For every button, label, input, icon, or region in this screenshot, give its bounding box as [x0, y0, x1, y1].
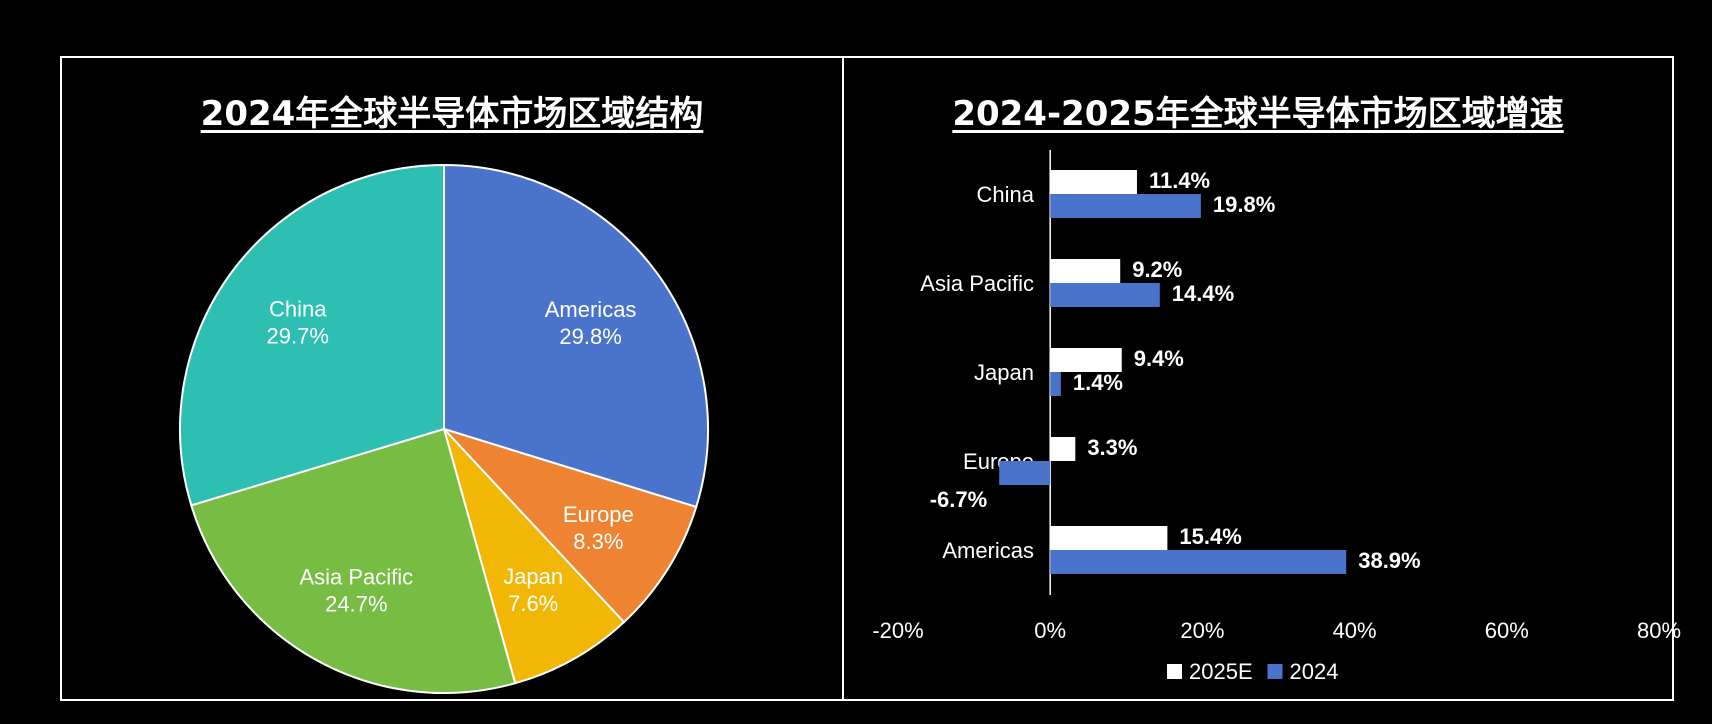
bar-chart-title: 2024-2025年全球半导体市场区域增速: [952, 94, 1564, 134]
bar-2024-japan: [1050, 372, 1061, 396]
bar-2024-europe: [999, 461, 1051, 485]
legend-label: 2025E: [1189, 659, 1253, 684]
bar-2025e-americas: [1050, 526, 1168, 550]
data-label: 1.4%: [1073, 370, 1123, 395]
data-label: -6.7%: [930, 487, 987, 512]
data-label: 19.8%: [1213, 192, 1275, 217]
pie-slice-value-label: 29.8%: [559, 324, 621, 349]
x-tick-label: 40%: [1333, 618, 1377, 643]
pie-slice-value-label: 29.7%: [267, 323, 329, 348]
pie-slice-label: Japan: [503, 564, 563, 589]
bar-chart-panel: 2024-2025年全球半导体市场区域增速 China 11.4% 19.8% Asi…: [842, 56, 1681, 701]
pie-slice-value-label: 7.6%: [508, 591, 558, 616]
data-label: 9.2%: [1132, 257, 1182, 282]
bar-2025e-china: [1050, 170, 1137, 194]
category-label: Americas: [942, 538, 1034, 563]
data-label: 38.9%: [1358, 548, 1420, 573]
pie-slice-europe: [440, 426, 698, 624]
bar-2025e-asia-pacific: [1050, 259, 1121, 283]
x-tick-label: 20%: [1180, 618, 1224, 643]
bar-chart: China 11.4%19.8% Asia Pacific 9.2%14.4% Japa…: [872, 150, 1681, 684]
pie-slice-americas: [443, 163, 709, 509]
x-tick-label: 0%: [1034, 618, 1066, 643]
bar-2024-asia-pacific: [1050, 283, 1160, 307]
pie-slice-label: Europe: [563, 502, 634, 527]
category-label: Japan: [974, 360, 1034, 385]
category-label: Asia Pacific: [920, 271, 1034, 296]
data-label: 9.4%: [1134, 346, 1184, 371]
data-label: 3.3%: [1087, 435, 1137, 460]
pie-slice-value-label: 24.7%: [325, 592, 387, 617]
pie-chart-panel: 2024年全球半导体市场区域结构 Americas 29.8% Europe 8.3%…: [60, 56, 844, 701]
legend-swatch: [1267, 664, 1283, 679]
pie-slice-china: [179, 163, 445, 507]
x-tick-label: 60%: [1485, 618, 1529, 643]
legend: 2025E 2024: [1167, 659, 1338, 684]
x-tick-label: 80%: [1637, 618, 1681, 643]
pie-slice-label: Asia Pacific: [299, 565, 413, 590]
pie-slice-asia-pacific: [190, 427, 517, 694]
legend-label: 2024: [1290, 659, 1339, 684]
legend-swatch: [1167, 664, 1182, 679]
category-label: China: [977, 182, 1035, 207]
x-tick-label: -20%: [872, 618, 923, 643]
data-label: 11.4%: [1149, 168, 1210, 193]
pie-slice-japan: [443, 428, 626, 685]
bar-2024-china: [1050, 194, 1201, 218]
pie-slice-label: Americas: [545, 297, 637, 322]
bar-2025e-japan: [1050, 348, 1122, 372]
pie-chart-title: 2024年全球半导体市场区域结构: [200, 94, 704, 134]
bar-2024-americas: [1050, 550, 1347, 574]
pie-slice-value-label: 8.3%: [573, 529, 623, 554]
pie-slice-label: China: [269, 296, 327, 321]
bar-2025e-europe: [1050, 437, 1076, 461]
data-label: 15.4%: [1179, 524, 1241, 549]
data-label: 14.4%: [1172, 281, 1234, 306]
